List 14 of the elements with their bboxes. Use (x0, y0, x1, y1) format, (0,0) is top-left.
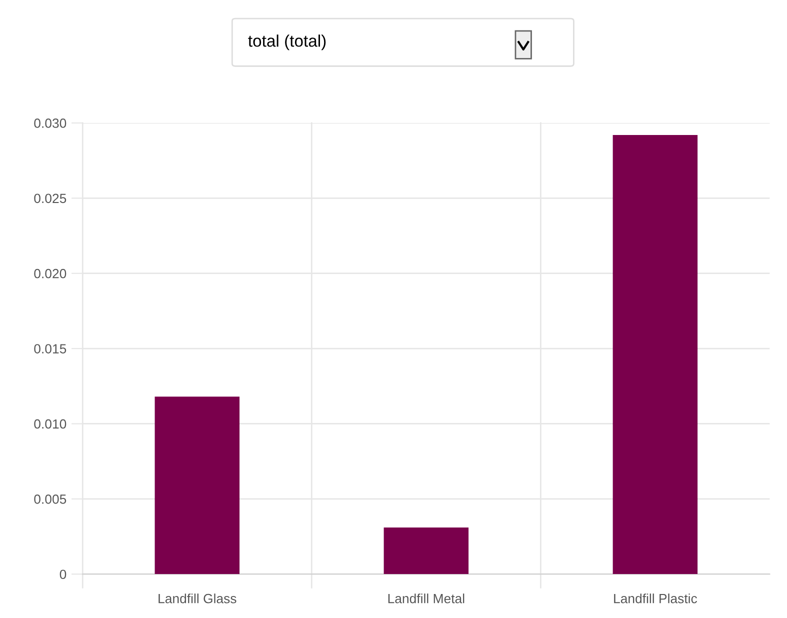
bar (154, 396, 240, 574)
chart-title: total (total) (248, 34, 326, 50)
y-tick-label: 0 (60, 570, 66, 580)
y-tick-label: 0.005 (34, 494, 66, 504)
x-tick-label: Landfill Plastic (614, 594, 697, 604)
y-tick-label: 0.015 (34, 344, 66, 354)
y-tick-label: 0.020 (34, 268, 66, 278)
y-tick-label: 0.010 (34, 419, 66, 429)
bar (384, 528, 469, 574)
x-tick-label: Landfill Metal (388, 594, 464, 604)
y-tick-label: 0.030 (34, 118, 66, 128)
y-tick-label: 0.025 (34, 194, 66, 204)
x-tick-label: Landfill Glass (158, 594, 236, 604)
bar (612, 135, 698, 574)
